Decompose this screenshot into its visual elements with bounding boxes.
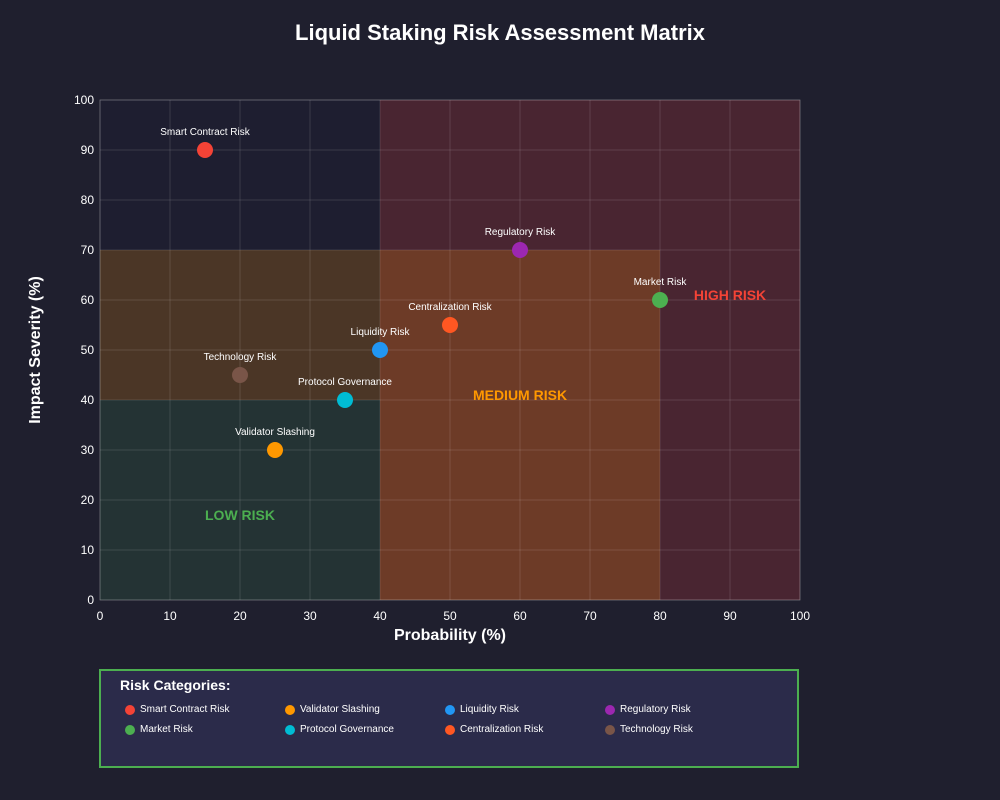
data-point[interactable]	[232, 367, 248, 383]
legend-swatch	[605, 724, 615, 735]
data-point[interactable]	[197, 142, 213, 158]
x-tick-label: 0	[97, 609, 104, 623]
y-tick-label: 80	[81, 193, 95, 207]
legend-item: Validator Slashing	[285, 704, 380, 715]
legend-item: Regulatory Risk	[605, 704, 691, 715]
y-tick-label: 60	[81, 293, 95, 307]
x-axis-title: Probability (%)	[394, 627, 506, 644]
y-tick-label: 90	[81, 143, 95, 157]
zone-low-base	[100, 400, 380, 600]
legend-item: Smart Contract Risk	[125, 704, 229, 715]
axis-ticks: 0 10 20 30 40 50 60 70 80 90 100 0 10 20 30 40 50 60 70 80 9…	[74, 93, 810, 623]
y-tick-label: 50	[81, 343, 95, 357]
y-axis-title: Impact Severity (%)	[27, 276, 44, 424]
plot-border	[99, 99, 801, 601]
x-tick-label: 100	[790, 609, 810, 623]
y-tick-label: 100	[74, 93, 94, 107]
legend-swatch	[285, 704, 295, 715]
legend-swatch	[445, 704, 455, 715]
zone-low-tint	[100, 400, 380, 600]
y-tick-label: 40	[81, 393, 95, 407]
legend-item-label: Centralization Risk	[460, 724, 544, 735]
zone-none	[100, 100, 380, 250]
data-point[interactable]	[512, 242, 528, 258]
data-point-label: Market Risk	[634, 277, 688, 288]
x-tick-label: 40	[373, 609, 387, 623]
x-tick-label: 70	[583, 609, 597, 623]
y-tick-label: 20	[81, 493, 95, 507]
legend-swatch	[125, 724, 135, 735]
legend-item-label: Technology Risk	[620, 724, 693, 735]
data-point[interactable]	[442, 317, 458, 333]
x-tick-label: 30	[303, 609, 317, 623]
x-tick-label: 50	[443, 609, 457, 623]
x-tick-label: 10	[163, 609, 177, 623]
legend-item: Technology Risk	[605, 724, 693, 735]
legend-item: Liquidity Risk	[445, 704, 519, 715]
data-point-label: Protocol Governance	[298, 377, 392, 388]
x-tick-label: 90	[723, 609, 737, 623]
risk-matrix-chart: Liquid Staking Risk Assessment Matrix LO…	[27, 20, 810, 644]
legend-item: Market Risk	[125, 724, 193, 735]
data-point[interactable]	[337, 392, 353, 408]
data-point[interactable]	[652, 292, 668, 308]
legend-swatch	[125, 704, 135, 715]
risk-zones	[100, 100, 800, 600]
legend-box: Risk Categories: Smart Contract Risk Vali…	[99, 669, 799, 768]
zone-label-low: LOW RISK	[205, 507, 275, 523]
chart-title: Liquid Staking Risk Assessment Matrix	[295, 20, 706, 45]
data-point-label: Technology Risk	[204, 352, 278, 363]
zone-label-high: HIGH RISK	[694, 287, 766, 303]
legend-title: Risk Categories:	[120, 677, 231, 693]
legend-item-label: Smart Contract Risk	[140, 704, 230, 715]
grid-lines: LOW RISK MEDIUM RISK HIGH RISK	[99, 99, 801, 601]
legend-item-label: Market Risk	[140, 724, 193, 735]
data-point-label: Centralization Risk	[408, 302, 492, 313]
data-point-label: Validator Slashing	[235, 427, 315, 438]
y-tick-label: 0	[87, 593, 94, 607]
data-points: Smart Contract Risk Validator Slashing Liq…	[160, 127, 687, 458]
data-point-label: Smart Contract Risk	[160, 127, 250, 138]
legend-item-label: Regulatory Risk	[620, 704, 691, 715]
data-point[interactable]	[267, 442, 283, 458]
legend-item-label: Protocol Governance	[300, 724, 394, 735]
legend-item-label: Liquidity Risk	[460, 704, 519, 715]
data-point-label: Regulatory Risk	[485, 227, 557, 238]
legend-item: Centralization Risk	[445, 724, 543, 735]
data-point-label: Liquidity Risk	[351, 327, 411, 338]
x-tick-label: 60	[513, 609, 527, 623]
y-tick-label: 10	[81, 543, 95, 557]
x-tick-label: 80	[653, 609, 667, 623]
zone-high	[380, 100, 800, 600]
legend-swatch	[445, 724, 455, 735]
data-point[interactable]	[372, 342, 388, 358]
y-tick-label: 70	[81, 243, 95, 257]
legend-item: Protocol Governance	[285, 724, 394, 735]
legend-item-label: Validator Slashing	[300, 704, 380, 715]
legend-swatch	[285, 724, 295, 735]
zone-label-medium: MEDIUM RISK	[473, 387, 567, 403]
y-tick-label: 30	[81, 443, 95, 457]
x-tick-label: 20	[233, 609, 247, 623]
legend-swatch	[605, 704, 615, 715]
